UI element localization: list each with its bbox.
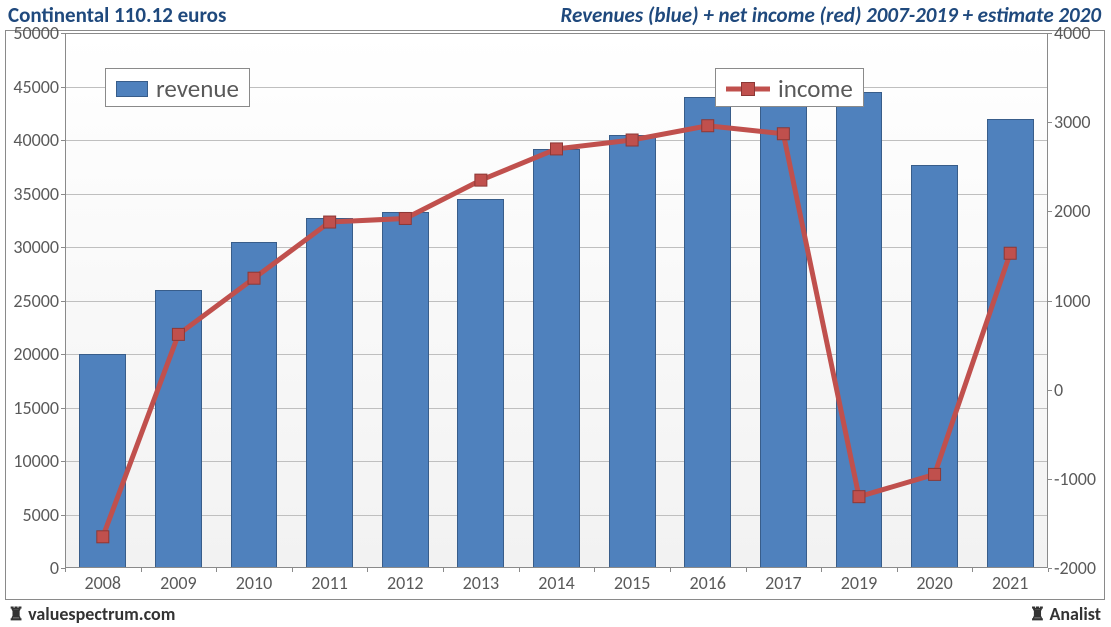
income-marker <box>626 134 638 146</box>
y-left-tick-label: 10000 <box>13 450 59 472</box>
y-right-tick-label: 0 <box>1054 379 1063 401</box>
y-left-tick-label: 0 <box>50 557 59 579</box>
x-tick-label: 2020 <box>916 572 953 594</box>
x-tick-label: 2014 <box>538 572 575 594</box>
rook-icon: ♜ <box>1029 603 1045 625</box>
chart-stage: Continental 110.12 euros Revenues (blue)… <box>0 0 1111 627</box>
income-marker <box>324 216 336 228</box>
footer-right: ♜ Analist <box>1029 603 1101 625</box>
income-marker <box>777 128 789 140</box>
legend-income-swatch <box>726 79 770 99</box>
legend-income-label: income <box>778 73 853 104</box>
x-tick-label: 2019 <box>841 572 878 594</box>
y-left-tick-label: 25000 <box>13 290 59 312</box>
legend-revenue-label: revenue <box>156 73 239 104</box>
footer-left-text: valuespectrum.com <box>28 603 175 625</box>
income-marker <box>929 468 941 480</box>
y-right-tick-label: 1000 <box>1054 290 1091 312</box>
y-left-tick-label: 45000 <box>13 76 59 98</box>
x-tick-label: 2011 <box>311 572 348 594</box>
x-tick-label: 2015 <box>614 572 651 594</box>
income-marker <box>475 174 487 186</box>
legend-income: income <box>715 68 864 107</box>
income-marker <box>399 212 411 224</box>
legend-revenue: revenue <box>105 68 250 107</box>
footer-right-text: Analist <box>1049 603 1101 625</box>
y-left-tick-label: 40000 <box>13 129 59 151</box>
income-marker <box>97 531 109 543</box>
y-left-tick-label: 15000 <box>13 397 59 419</box>
income-marker <box>172 328 184 340</box>
income-marker <box>551 143 563 155</box>
y-right-tick-label: 2000 <box>1054 200 1091 222</box>
y-left-tick-label: 35000 <box>13 183 59 205</box>
x-tick-label: 2017 <box>765 572 802 594</box>
title-right: Revenues (blue) + net income (red) 2007-… <box>561 2 1101 28</box>
plot-area: 0500010000150002000025000300003500040000… <box>65 33 1048 568</box>
y-right-tick-label: -1000 <box>1054 468 1096 490</box>
y-left-tick-label: 20000 <box>13 343 59 365</box>
y-right-tick-label: 4000 <box>1054 22 1091 44</box>
x-tick-label: 2008 <box>85 572 122 594</box>
y-left-tick-label: 5000 <box>23 504 60 526</box>
x-tick-label: 2021 <box>992 572 1029 594</box>
x-tick-label: 2013 <box>463 572 500 594</box>
x-tick-label: 2012 <box>387 572 424 594</box>
y-left-tick-label: 50000 <box>13 22 59 44</box>
x-tick-label: 2016 <box>689 572 726 594</box>
legend-revenue-swatch <box>116 81 148 97</box>
income-marker <box>853 491 865 503</box>
x-tick-label: 2010 <box>236 572 273 594</box>
footer-left: ♜ valuespectrum.com <box>8 603 175 625</box>
x-tick-label: 2009 <box>160 572 197 594</box>
y-right-tick-label: -2000 <box>1054 557 1096 579</box>
income-line <box>65 33 1048 568</box>
income-marker <box>1004 247 1016 259</box>
rook-icon: ♜ <box>8 603 24 625</box>
y-right-tick-label: 3000 <box>1054 111 1091 133</box>
income-marker <box>702 120 714 132</box>
y-left-tick-label: 30000 <box>13 236 59 258</box>
income-marker <box>248 272 260 284</box>
